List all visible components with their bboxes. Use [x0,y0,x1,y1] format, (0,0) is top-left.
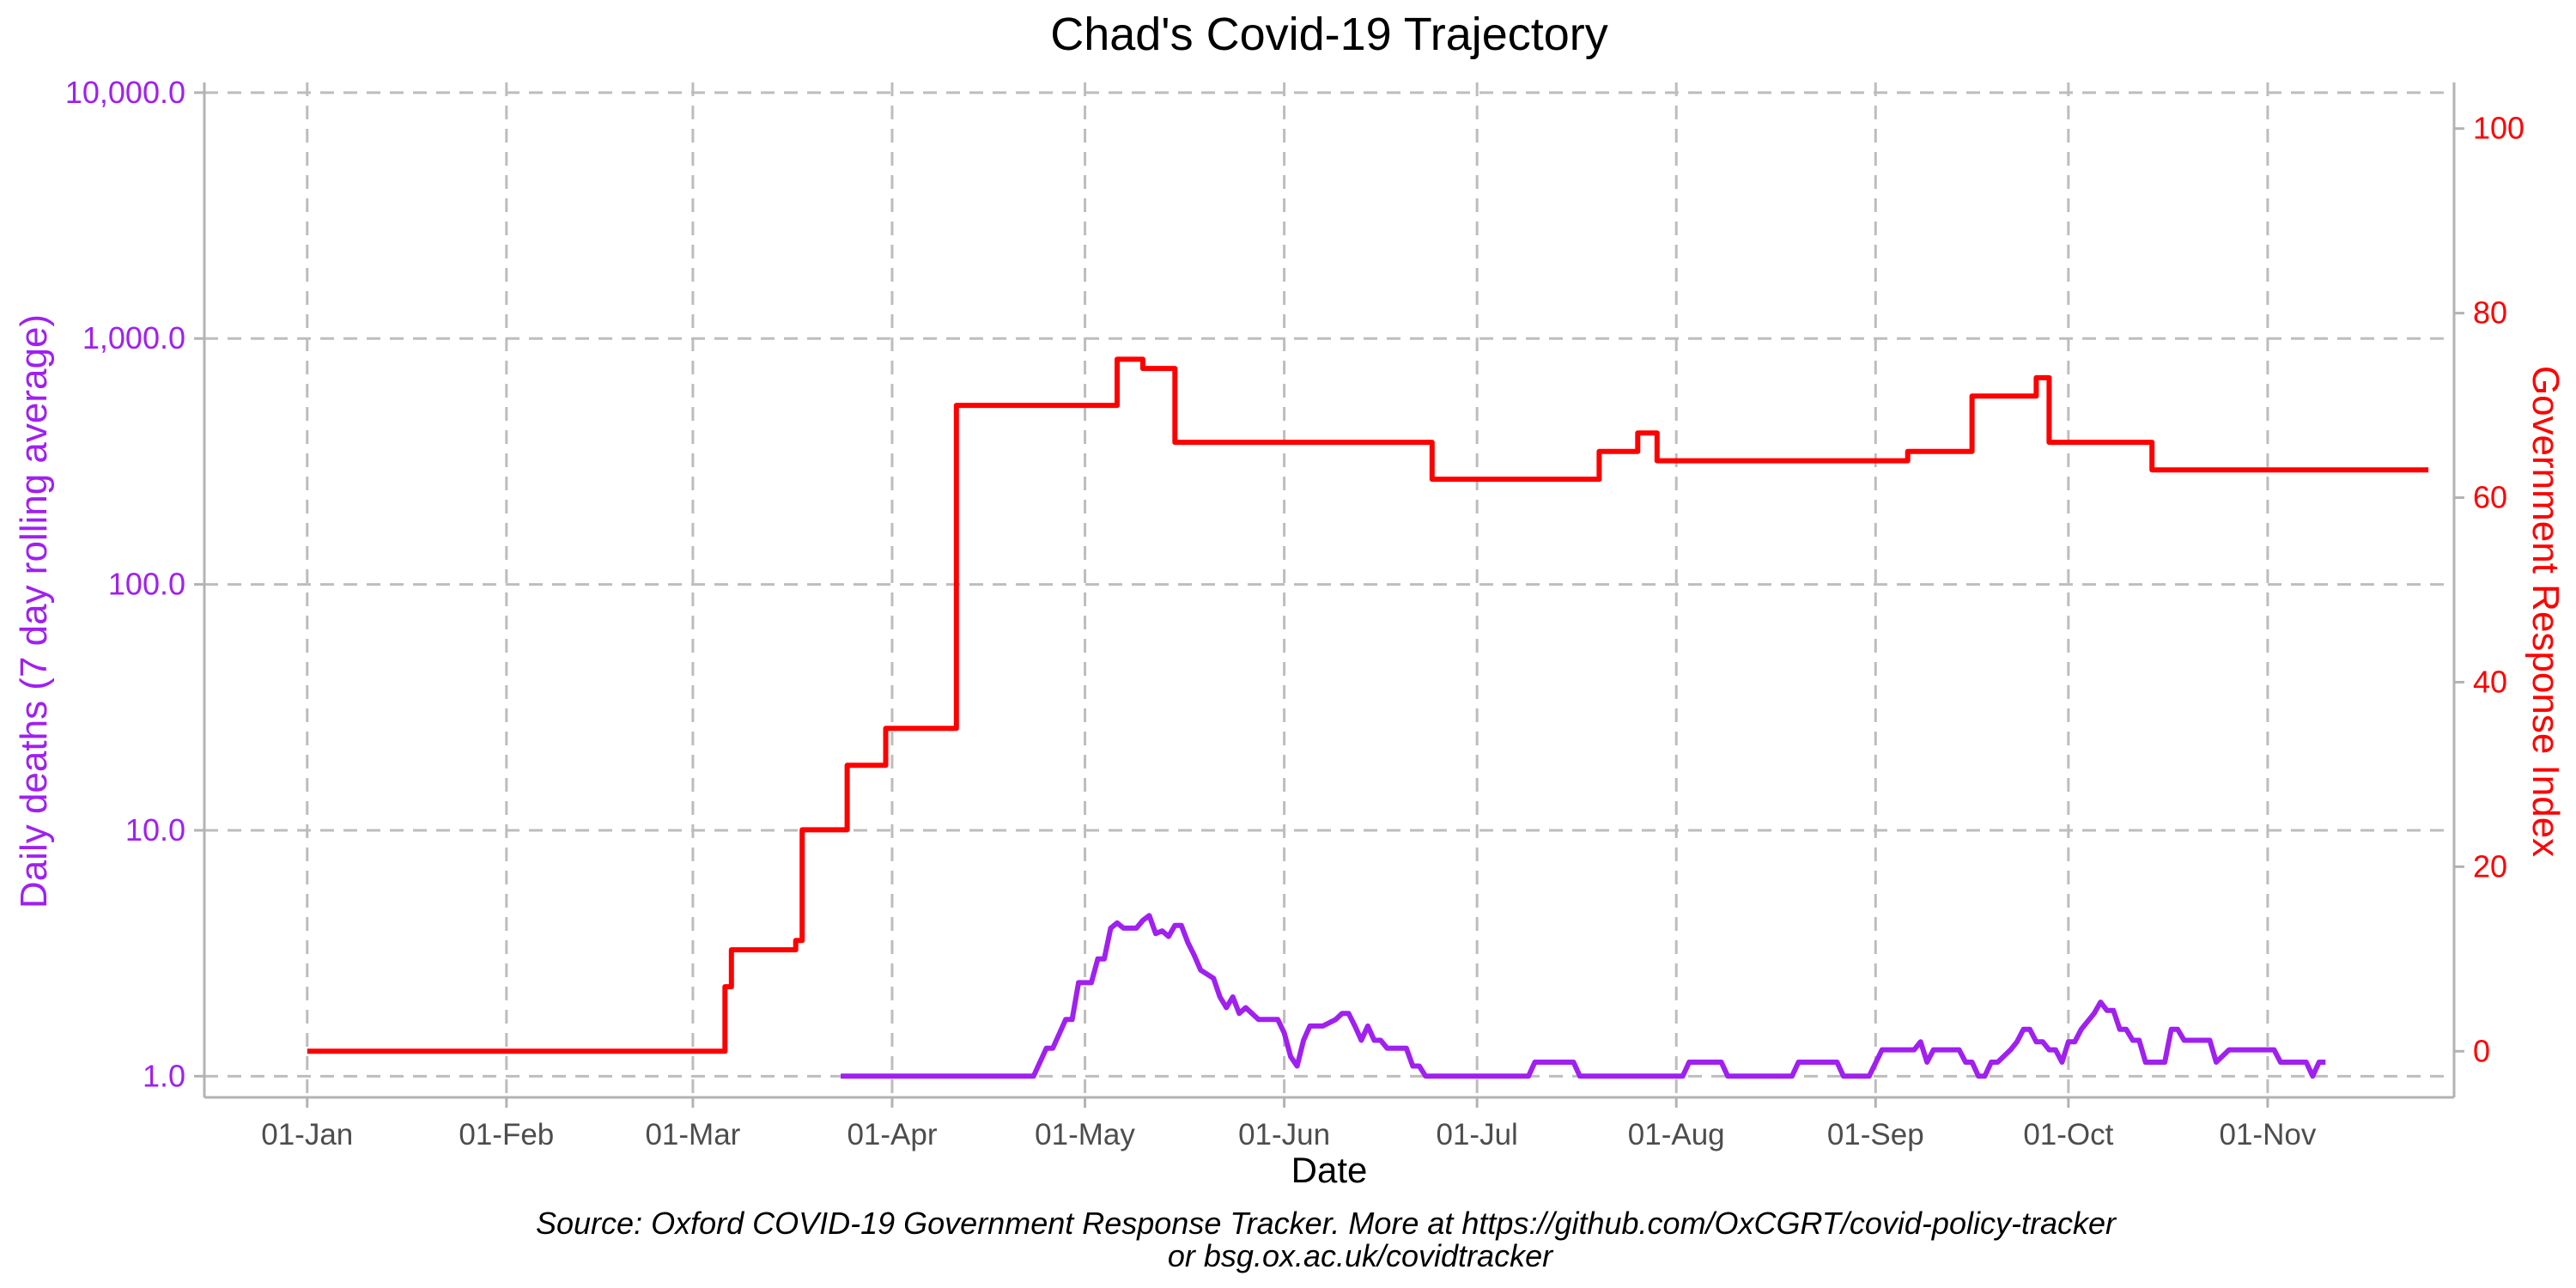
x-axis-ticks: 01-Jan 01-Feb 01-Mar 01-Apr 01-May 01-Jun 01-J… [261,1097,2317,1151]
axes [203,82,2456,1099]
source-caption-line-1: Source: Oxford COVID-19 Government Respo… [536,1206,2117,1241]
x-tick-label: 01-Apr [847,1118,937,1151]
right-tick-label: 80 [2473,295,2507,331]
x-tick-label: 01-Aug [1628,1118,1725,1151]
x-tick-label: 01-May [1035,1118,1135,1151]
left-axis-ticks: 1.0 10.0 100.0 1,000.0 10,000.0 [65,75,204,1093]
x-tick-label: 01-Mar [645,1118,740,1151]
left-tick-label: 10,000.0 [65,75,185,110]
government-response-index-line [307,356,2429,1054]
right-axis-ticks: 0 20 40 60 80 100 [2454,111,2524,1068]
x-tick-label: 01-Feb [459,1118,554,1151]
x-axis-title: Date [1291,1150,1368,1190]
left-tick-label: 10.0 [125,812,185,848]
x-tick-label: 01-Jan [261,1118,353,1151]
right-tick-label: 40 [2473,664,2507,699]
x-tick-label: 01-Jul [1437,1118,1518,1151]
x-tick-label: 01-Jun [1238,1118,1330,1151]
left-tick-label: 1.0 [143,1058,185,1093]
x-tick-label: 01-Nov [2220,1118,2317,1151]
right-tick-label: 20 [2473,848,2507,884]
x-tick-label: 01-Sep [1827,1118,1924,1151]
grid-lines [204,82,2454,1097]
right-tick-label: 60 [2473,480,2507,515]
right-tick-label: 0 [2473,1033,2490,1068]
left-tick-label: 100.0 [108,567,185,602]
x-tick-label: 01-Oct [2023,1118,2113,1151]
series-layer [307,356,2429,1079]
source-caption-line-2: or bsg.ox.ac.uk/covidtracker [1168,1238,1554,1273]
left-axis-title: Daily deaths (7 day rolling average) [13,314,55,908]
left-tick-label: 1,000.0 [82,320,185,355]
daily-deaths-line [841,913,2326,1079]
chart-title: Chad's Covid-19 Trajectory [1050,9,1608,60]
right-tick-label: 100 [2473,111,2524,146]
right-axis-title: Government Response Index [2524,366,2567,857]
